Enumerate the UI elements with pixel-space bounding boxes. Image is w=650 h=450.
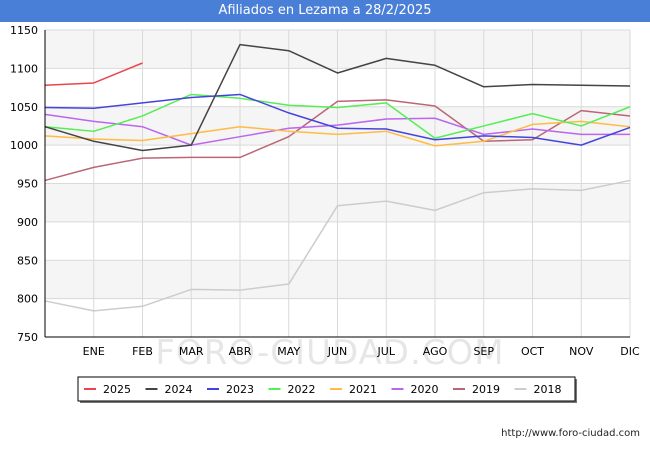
series-2023-line (44, 93, 631, 146)
legend-label-2019: 2019 (472, 383, 500, 396)
x-tick-feb: FEB (132, 345, 153, 358)
x-tick-nov: NOV (569, 345, 594, 358)
x-tick-dic: DIC (620, 345, 640, 358)
grid-lines (45, 29, 631, 338)
y-axis: 750 800 850 900 950 1000 1050 1100 1150 (10, 24, 46, 344)
line-chart: FORO-CIUDAD.COM 750 800 850 900 950 1000 1050 1… (10, 24, 640, 403)
x-tick-ago: AGO (423, 345, 448, 358)
x-tick-ene: ENE (83, 345, 105, 358)
series-2022-line (44, 93, 631, 139)
y-tick-850: 850 (17, 254, 38, 267)
x-tick-jun: JUN (327, 345, 348, 358)
series-2025-line (44, 62, 143, 87)
watermark: FORO-CIUDAD.COM (155, 333, 504, 373)
legend-label-2020: 2020 (411, 383, 439, 396)
x-tick-abr: ABR (229, 345, 252, 358)
legend-label-2022: 2022 (288, 383, 316, 396)
legend-label-2018: 2018 (534, 383, 562, 396)
legend-label-2023: 2023 (226, 383, 254, 396)
series-lines (44, 43, 631, 312)
footer-url[interactable]: http://www.foro-ciudad.com (501, 428, 640, 439)
series-2019-line (44, 99, 631, 182)
x-tick-mar: MAR (179, 345, 204, 358)
legend-label-2025: 2025 (103, 383, 131, 396)
x-axis: ENE FEB MAR ABR MAY JUN JUL AGO SEP OCT NOV DIC (45, 336, 640, 358)
x-tick-jul: JUL (377, 345, 396, 358)
series-2024-line (44, 43, 631, 152)
chart-title: Afiliados en Lezama a 28/2/2025 (0, 0, 650, 22)
legend-box (77, 376, 576, 402)
y-tick-1050: 1050 (10, 101, 38, 114)
series-2021-line (44, 120, 631, 147)
y-tick-800: 800 (17, 293, 38, 306)
series-2020-line (44, 113, 630, 146)
y-tick-1000: 1000 (10, 139, 38, 152)
legend-label-2021: 2021 (349, 383, 377, 396)
x-tick-may: MAY (277, 345, 300, 358)
legend: 2025 2024 2023 2022 2021 2020 2019 2018 (77, 376, 577, 403)
series-2018-line (44, 179, 631, 312)
y-tick-750: 750 (17, 331, 38, 344)
x-tick-sep: SEP (473, 345, 494, 358)
y-tick-1150: 1150 (10, 24, 38, 37)
y-tick-1100: 1100 (10, 62, 38, 75)
y-tick-950: 950 (17, 178, 38, 191)
y-tick-900: 900 (17, 216, 38, 229)
x-tick-oct: OCT (521, 345, 544, 358)
legend-label-2024: 2024 (165, 383, 193, 396)
